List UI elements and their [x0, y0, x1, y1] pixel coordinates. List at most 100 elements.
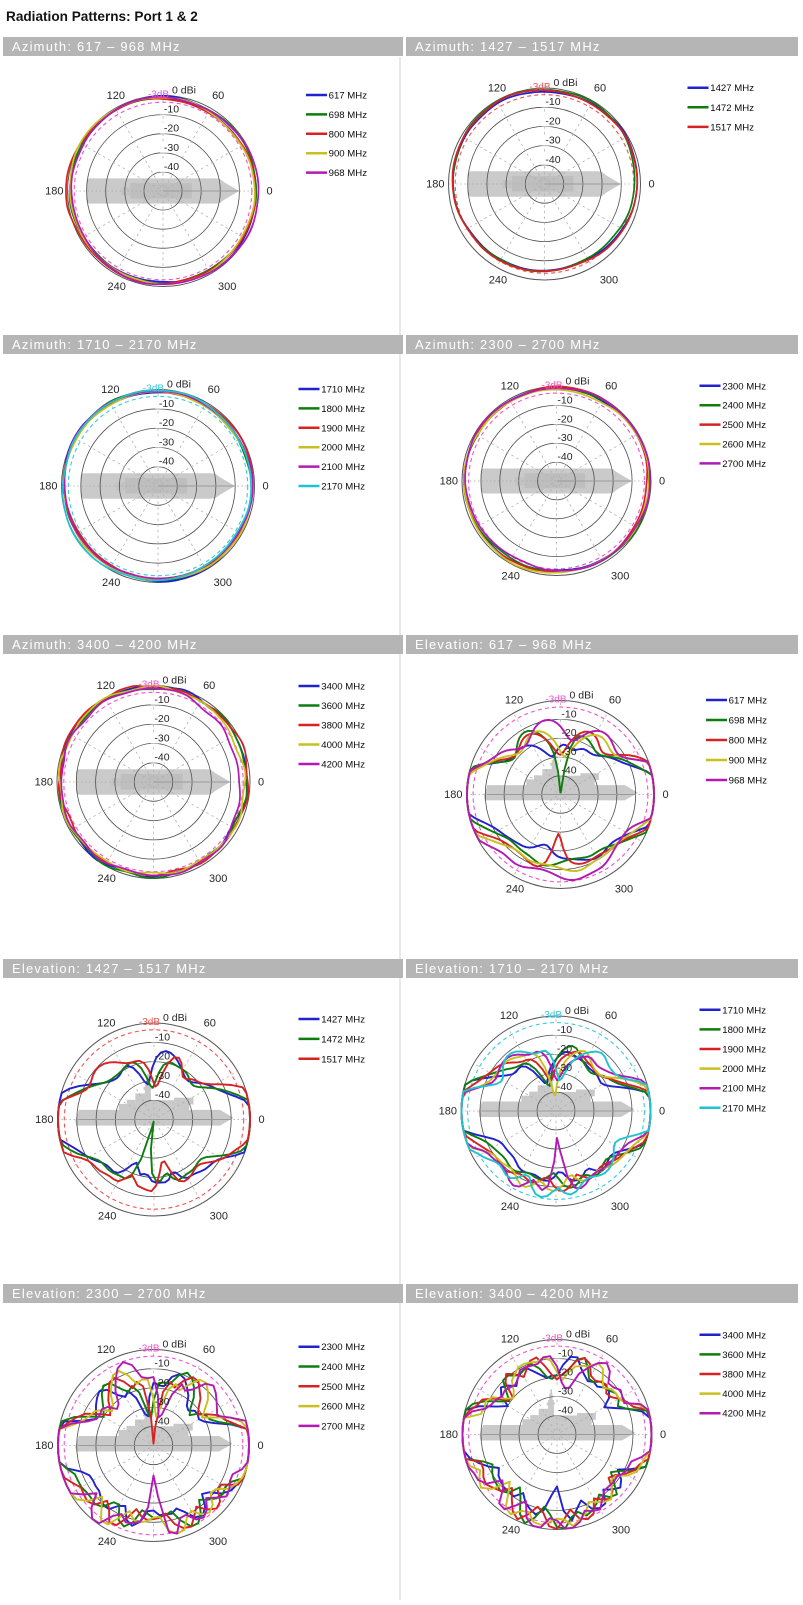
svg-text:60: 60 — [203, 1344, 215, 1356]
svg-text:3800 MHz: 3800 MHz — [722, 1370, 766, 1381]
svg-text:2170 MHz: 2170 MHz — [321, 482, 365, 493]
svg-text:2700 MHz: 2700 MHz — [722, 459, 766, 470]
svg-text:1472 MHz: 1472 MHz — [321, 1034, 365, 1045]
svg-text:0: 0 — [259, 1114, 265, 1126]
svg-text:0 dBi: 0 dBi — [570, 690, 594, 702]
svg-text:-3dB: -3dB — [143, 384, 164, 395]
svg-text:240: 240 — [102, 577, 120, 589]
svg-text:240: 240 — [98, 1211, 116, 1223]
svg-text:180: 180 — [35, 1114, 53, 1126]
svg-text:-10: -10 — [164, 104, 179, 116]
svg-text:240: 240 — [501, 1201, 519, 1213]
svg-text:4200 MHz: 4200 MHz — [722, 1409, 766, 1420]
svg-text:120: 120 — [501, 1334, 519, 1346]
svg-text:-3dB: -3dB — [545, 695, 566, 706]
svg-text:0: 0 — [659, 1106, 665, 1118]
svg-text:-40: -40 — [154, 752, 169, 764]
svg-text:3400 MHz: 3400 MHz — [722, 1330, 766, 1341]
svg-text:240: 240 — [98, 873, 116, 885]
svg-text:240: 240 — [502, 570, 520, 582]
svg-text:-20: -20 — [557, 413, 572, 425]
svg-text:120: 120 — [97, 680, 115, 692]
svg-text:240: 240 — [489, 275, 507, 287]
svg-text:0 dBi: 0 dBi — [163, 1012, 187, 1024]
svg-text:300: 300 — [209, 1536, 227, 1548]
svg-text:60: 60 — [606, 1334, 618, 1346]
svg-text:-10: -10 — [155, 1031, 170, 1043]
svg-text:2500 MHz: 2500 MHz — [321, 1382, 365, 1393]
svg-text:2100 MHz: 2100 MHz — [321, 462, 365, 473]
svg-text:1710 MHz: 1710 MHz — [321, 385, 365, 396]
svg-text:Azimuth: 3400 – 4200 MHz: Azimuth: 3400 – 4200 MHz — [12, 637, 198, 652]
svg-text:800 MHz: 800 MHz — [729, 736, 768, 747]
svg-text:-40: -40 — [155, 1089, 170, 1101]
svg-text:-40: -40 — [557, 1081, 572, 1093]
svg-text:0 dBi: 0 dBi — [163, 675, 187, 687]
svg-text:120: 120 — [500, 1010, 518, 1022]
svg-text:-3dB: -3dB — [148, 90, 169, 101]
svg-text:2000 MHz: 2000 MHz — [321, 443, 365, 454]
svg-text:Radiation Patterns: Port 1 & 2: Radiation Patterns: Port 1 & 2 — [6, 9, 198, 24]
svg-text:617 MHz: 617 MHz — [329, 91, 368, 102]
svg-text:Elevation: 1710 – 2170 MHz: Elevation: 1710 – 2170 MHz — [415, 961, 610, 976]
svg-text:300: 300 — [611, 570, 629, 582]
svg-text:-30: -30 — [159, 436, 174, 448]
svg-text:60: 60 — [605, 381, 617, 393]
svg-text:-40: -40 — [164, 161, 179, 173]
svg-text:4000 MHz: 4000 MHz — [722, 1389, 766, 1400]
svg-text:Elevation: 2300 – 2700 MHz: Elevation: 2300 – 2700 MHz — [12, 1286, 207, 1301]
svg-text:0: 0 — [649, 179, 655, 191]
svg-text:698 MHz: 698 MHz — [729, 716, 768, 727]
svg-text:-10: -10 — [159, 398, 174, 410]
svg-text:-40: -40 — [159, 456, 174, 468]
svg-text:-40: -40 — [545, 154, 560, 166]
svg-text:60: 60 — [204, 1017, 216, 1029]
svg-text:0 dBi: 0 dBi — [163, 1339, 187, 1351]
svg-text:240: 240 — [506, 883, 524, 895]
svg-text:-10: -10 — [557, 1024, 572, 1036]
svg-text:0: 0 — [663, 789, 669, 801]
svg-text:2600 MHz: 2600 MHz — [722, 440, 766, 451]
svg-text:-40: -40 — [557, 451, 572, 463]
svg-text:-30: -30 — [557, 1062, 572, 1074]
svg-text:-3dB: -3dB — [542, 1334, 563, 1345]
svg-text:-3dB: -3dB — [138, 1344, 159, 1355]
svg-text:2400 MHz: 2400 MHz — [321, 1362, 365, 1373]
svg-text:900 MHz: 900 MHz — [329, 149, 368, 160]
svg-text:-10: -10 — [558, 1348, 573, 1360]
svg-text:-30: -30 — [558, 1386, 573, 1398]
svg-text:1517 MHz: 1517 MHz — [710, 122, 754, 133]
svg-text:180: 180 — [35, 777, 53, 789]
svg-text:4000 MHz: 4000 MHz — [321, 740, 365, 751]
svg-text:-30: -30 — [557, 432, 572, 444]
svg-text:240: 240 — [502, 1524, 520, 1536]
svg-text:120: 120 — [107, 90, 125, 102]
svg-text:2500 MHz: 2500 MHz — [722, 420, 766, 431]
svg-text:0 dBi: 0 dBi — [565, 1005, 589, 1017]
svg-text:60: 60 — [594, 82, 606, 94]
svg-text:-20: -20 — [154, 713, 169, 725]
svg-text:60: 60 — [609, 695, 621, 707]
svg-text:3400 MHz: 3400 MHz — [321, 682, 365, 693]
svg-text:2000 MHz: 2000 MHz — [722, 1064, 766, 1075]
svg-text:-3dB: -3dB — [139, 1017, 160, 1028]
svg-text:-20: -20 — [557, 1043, 572, 1055]
svg-text:0 dBi: 0 dBi — [172, 85, 196, 97]
svg-text:0 dBi: 0 dBi — [167, 379, 191, 391]
svg-text:-30: -30 — [154, 732, 169, 744]
svg-text:120: 120 — [488, 82, 506, 94]
svg-text:3800 MHz: 3800 MHz — [321, 721, 365, 732]
svg-text:60: 60 — [605, 1010, 617, 1022]
svg-text:3600 MHz: 3600 MHz — [321, 701, 365, 712]
svg-text:Azimuth: 1427 – 1517 MHz: Azimuth: 1427 – 1517 MHz — [415, 39, 601, 54]
svg-text:Azimuth: 1710 – 2170 MHz: Azimuth: 1710 – 2170 MHz — [12, 337, 198, 352]
svg-text:2100 MHz: 2100 MHz — [722, 1084, 766, 1095]
svg-text:-30: -30 — [561, 746, 576, 758]
svg-text:180: 180 — [39, 481, 57, 493]
svg-text:-20: -20 — [558, 1367, 573, 1379]
svg-text:180: 180 — [35, 1440, 53, 1452]
svg-text:-10: -10 — [154, 694, 169, 706]
svg-text:617 MHz: 617 MHz — [729, 696, 768, 707]
svg-text:-3dB: -3dB — [529, 82, 550, 93]
svg-text:240: 240 — [108, 281, 126, 293]
